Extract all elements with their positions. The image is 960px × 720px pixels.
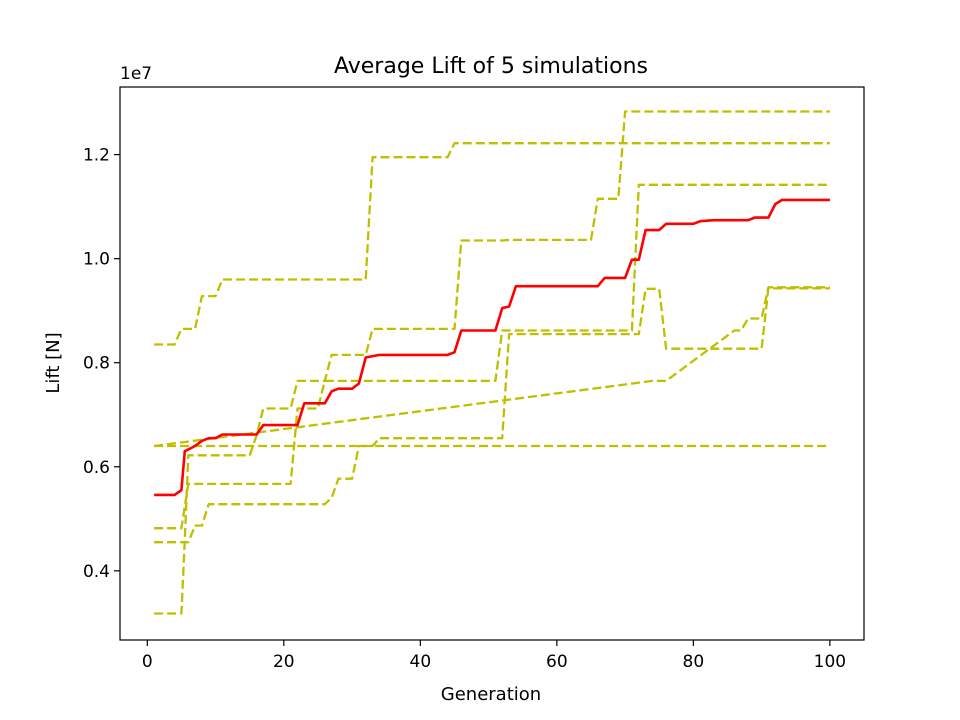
y-tick-label: 1.0 (83, 250, 110, 270)
chart-title: Average Lift of 5 simulations (334, 54, 648, 79)
x-tick-label: 100 (814, 652, 846, 672)
x-axis: 0 20 40 60 80 100 (142, 640, 846, 672)
plot-frame (119, 86, 865, 641)
simulation-line-6 (153, 286, 830, 448)
y-tick-label: 0.8 (83, 354, 110, 374)
simulation-line-5 (154, 287, 830, 544)
x-tick-label: 60 (546, 652, 568, 672)
y-tick-label: 0.4 (83, 562, 110, 582)
x-axis-label: Generation (441, 684, 541, 705)
x-tick-label: 80 (683, 652, 705, 672)
y-tick-label: 1.2 (83, 146, 110, 166)
x-tick-label: 20 (273, 652, 295, 672)
y-tick-label: 0.6 (83, 458, 110, 478)
y-axis-label: Lift [N] (43, 332, 64, 393)
simulation-line-3 (154, 110, 830, 615)
plot-lines (153, 110, 830, 615)
y-offset-text: 1e7 (120, 64, 152, 84)
x-tick-label: 40 (410, 652, 432, 672)
x-tick-label: 0 (142, 652, 153, 672)
average-lift-line (154, 198, 830, 497)
y-axis: 0.4 0.6 0.8 1.0 1.2 (83, 146, 120, 582)
simulation-line-1 (154, 142, 830, 346)
